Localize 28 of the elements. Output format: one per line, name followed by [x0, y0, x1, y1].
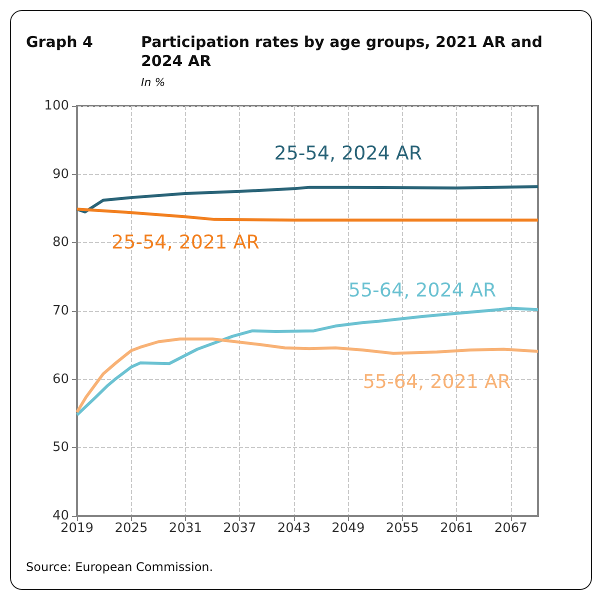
chart-title: Participation rates by age groups, 2021 AR and 2024 AR	[141, 33, 544, 71]
line-series	[76, 185, 540, 214]
y-tick-label: 80	[52, 235, 69, 250]
y-tick-label: 60	[52, 372, 69, 387]
x-tick-label: 2031	[168, 521, 202, 536]
y-tick-label: 50	[52, 440, 69, 456]
x-tick-label: 2067	[494, 521, 528, 536]
y-tick-label: 90	[52, 166, 69, 182]
line-series	[76, 208, 540, 222]
x-tick-label: 2049	[332, 521, 365, 536]
x-tick-label: 2055	[386, 521, 419, 536]
y-tick-label: 70	[52, 304, 69, 318]
source-note: Source: European Commission.	[26, 560, 214, 574]
x-tick-label: 2025	[114, 521, 148, 536]
series-label: 25-54, 2024 AR	[274, 142, 422, 164]
x-tick-label: 2061	[440, 521, 474, 536]
line-series	[76, 306, 540, 416]
series-label: 55-64, 2021 AR	[362, 371, 511, 393]
series-label: 25-54, 2021 AR	[112, 232, 260, 254]
x-tick-label: 2037	[223, 521, 256, 536]
series-label: 55-64, 2024 AR	[348, 279, 496, 302]
x-tick-label: 2043	[277, 521, 310, 536]
caption: Graph 4	[26, 33, 93, 51]
y-tick-label: 100	[44, 98, 69, 114]
chart-subtitle: In %	[141, 76, 166, 89]
x-tick-label: 2019	[60, 521, 94, 536]
y-tick-label: 40	[52, 508, 69, 524]
line-series	[76, 338, 540, 414]
